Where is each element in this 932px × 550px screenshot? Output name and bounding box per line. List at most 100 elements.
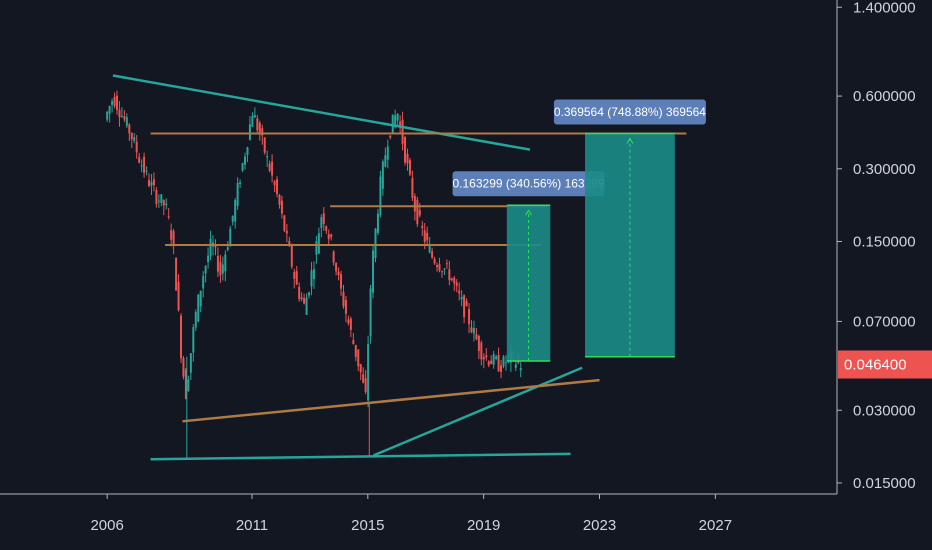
candle-body-68 xyxy=(273,181,276,186)
x-tick-label-2: 2015 xyxy=(351,517,384,534)
candle-body-50 xyxy=(229,228,232,247)
candle-body-160 xyxy=(500,365,503,372)
candle-body-156 xyxy=(490,360,493,365)
candle-body-20 xyxy=(155,190,158,205)
current-price-badge: 0.046400 xyxy=(838,350,932,379)
candle-body-5 xyxy=(118,109,121,118)
candle-body-72 xyxy=(283,215,286,231)
candle-body-66 xyxy=(268,163,271,171)
candle-body-116 xyxy=(391,114,394,133)
candle-body-45 xyxy=(216,256,219,272)
candle-body-124 xyxy=(411,178,414,198)
candle-body-101 xyxy=(354,344,357,357)
trendline-lower-channel[interactable] xyxy=(182,378,600,423)
candle-body-76 xyxy=(293,271,296,279)
candle-body-102 xyxy=(357,349,360,367)
candle-body-67 xyxy=(271,161,274,176)
candle-body-58 xyxy=(248,124,251,140)
price-range-box-1[interactable] xyxy=(585,133,675,357)
y-axis-ticks[interactable]: 1.400000 0.600000 0.300000 0.150000 0.070000… xyxy=(837,0,916,492)
candle-body-12 xyxy=(135,141,138,153)
candle-body-41 xyxy=(207,255,210,263)
candle-body-146 xyxy=(465,300,468,307)
candle-body-134 xyxy=(436,265,439,268)
x-axis-ticks[interactable]: 2006 2011 2015 2019 2023 2027 xyxy=(90,494,732,534)
candle-body-35 xyxy=(192,327,195,353)
candle-body-40 xyxy=(204,266,207,274)
candle-body-126 xyxy=(416,199,419,224)
candle-body-119 xyxy=(399,121,402,126)
candle-body-141 xyxy=(453,277,456,284)
candle-body-112 xyxy=(381,161,384,189)
y-tick-label-4: 0.070000 xyxy=(853,313,916,330)
candle-body-104 xyxy=(362,374,365,383)
candle-body-33 xyxy=(187,379,190,391)
candle-body-14 xyxy=(140,165,143,167)
candle-body-27 xyxy=(172,231,175,247)
candle-body-10 xyxy=(130,132,133,139)
price-range-label-1: 0.369564 (748.88%) 369564 xyxy=(554,105,706,119)
candle-body-17 xyxy=(148,180,151,187)
candle-body-49 xyxy=(226,247,229,250)
candle-body-16 xyxy=(145,170,148,172)
candle-body-114 xyxy=(386,146,389,160)
candle-body-56 xyxy=(244,156,247,165)
candle-body-79 xyxy=(300,297,303,300)
candle-body-57 xyxy=(246,147,249,155)
candles-layer xyxy=(106,90,522,460)
candle-body-140 xyxy=(450,278,453,281)
candle-body-93 xyxy=(335,263,338,272)
candle-body-48 xyxy=(224,254,227,272)
candle-body-123 xyxy=(408,159,411,175)
x-tick-label-5: 2027 xyxy=(699,517,732,534)
candle-body-19 xyxy=(152,179,155,186)
candle-body-25 xyxy=(167,216,170,218)
candle-body-158 xyxy=(495,356,498,359)
candle-body-99 xyxy=(349,318,352,330)
candle-body-133 xyxy=(433,258,436,264)
candle-body-2 xyxy=(111,101,114,105)
candle-body-137 xyxy=(443,268,446,270)
candle-body-29 xyxy=(177,281,180,311)
candle-body-144 xyxy=(460,296,463,300)
x-tick-label-1: 2011 xyxy=(236,517,268,534)
trendline-rising-support[interactable] xyxy=(373,366,583,457)
trendline-bottom-base[interactable] xyxy=(150,452,571,461)
trendline-resistance[interactable] xyxy=(112,74,531,151)
candle-body-110 xyxy=(376,213,379,233)
candle-body-113 xyxy=(384,155,387,167)
candle-body-4 xyxy=(116,95,119,110)
candle-body-65 xyxy=(266,156,269,158)
candle-body-31 xyxy=(182,358,185,377)
candle-body-138 xyxy=(445,263,448,265)
candle-body-121 xyxy=(404,137,407,163)
y-tick-label-2: 0.300000 xyxy=(853,161,916,178)
candle-body-34 xyxy=(189,353,192,373)
candle-body-131 xyxy=(428,245,431,253)
candle-body-135 xyxy=(438,264,441,271)
candle-body-129 xyxy=(423,230,426,242)
candle-body-60 xyxy=(253,115,256,118)
candle-body-73 xyxy=(285,230,288,234)
candle-body-155 xyxy=(487,361,490,366)
candle-body-118 xyxy=(396,113,399,121)
candle-body-98 xyxy=(347,319,350,324)
candle-body-51 xyxy=(231,215,234,222)
candle-body-81 xyxy=(305,297,308,315)
candle-body-26 xyxy=(170,230,173,240)
candle-body-108 xyxy=(372,250,375,293)
candle-body-162 xyxy=(504,362,507,364)
candle-body-159 xyxy=(497,355,500,372)
candle-body-61 xyxy=(256,118,259,131)
price-range-layer: 0.163299 (340.56%) 163299 0.369564 (748.8… xyxy=(452,99,706,362)
candle-body-94 xyxy=(337,271,340,276)
arrow-up-icon xyxy=(626,137,634,144)
candle-body-103 xyxy=(359,364,362,373)
candle-body-62 xyxy=(258,122,261,135)
candle-body-59 xyxy=(251,115,254,127)
candle-body-3 xyxy=(113,96,116,106)
candle-body-100 xyxy=(352,340,355,344)
candle-body-148 xyxy=(470,327,473,332)
price-badge-bg xyxy=(838,350,932,379)
